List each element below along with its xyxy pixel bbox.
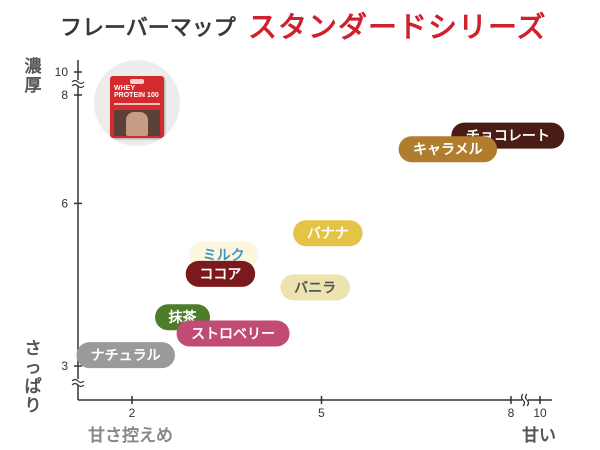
y-axis-top-label: 濃厚 <box>24 57 42 96</box>
flavor-pill-bg <box>398 136 498 163</box>
x-tick-label: 10 <box>533 406 547 420</box>
y-tick-label: 10 <box>55 65 69 79</box>
chart-title: フレーバーマップ <box>60 16 236 41</box>
flavor-pill: バニラ <box>280 274 350 301</box>
x-tick-label: 2 <box>129 406 136 420</box>
flavor-pill-bg <box>76 342 175 369</box>
flavor-pill: ココア <box>185 260 256 287</box>
flavor-pill-bg <box>185 260 256 287</box>
bag-photo <box>114 110 160 136</box>
flavor-pill: バナナ <box>293 220 363 247</box>
x-tick-label: 5 <box>318 406 325 420</box>
y-axis-break-icon <box>71 79 85 89</box>
flavor-pill: ストロベリー <box>176 320 290 347</box>
flavor-pill-bg <box>176 320 290 347</box>
bag-brand-text: WHEY PROTEIN 100 <box>114 85 159 99</box>
y-axis-break-icon <box>71 378 85 388</box>
x-tick-label: 8 <box>508 406 515 420</box>
protein-bag-icon: WHEY PROTEIN 100 <box>110 76 164 138</box>
series-title: スタンダードシリーズ <box>248 10 547 44</box>
axes-layer: 3 6 8 10 2 5 8 10 <box>55 60 552 420</box>
product-image: WHEY PROTEIN 100 <box>94 60 180 146</box>
y-tick-label: 6 <box>61 196 68 210</box>
flavor-pill-bg <box>280 274 350 301</box>
flavor-pill-label: ココア <box>199 267 241 283</box>
bag-brand-line1: WHEY <box>114 85 135 92</box>
flavor-pill-label: キャラメル <box>413 142 483 158</box>
flavor-pill-label: バナナ <box>307 226 349 242</box>
bag-brand-line2: PROTEIN 100 <box>114 92 159 99</box>
brand-logo-icon <box>130 79 144 84</box>
flavor-pill-label: バニラ <box>294 280 336 296</box>
flavor-pill: キャラメル <box>398 136 498 163</box>
flavor-pill-label: ミルク <box>203 248 245 264</box>
flavor-pill: ナチュラル <box>76 342 175 369</box>
torso-icon <box>126 112 148 136</box>
x-axis-left-label: 甘さ控えめ <box>88 426 173 446</box>
flavor-pill-label: ナチュラル <box>91 348 161 364</box>
y-tick-label: 3 <box>61 359 68 373</box>
x-axis-break-icon <box>520 393 530 407</box>
flavor-pill-bg <box>293 220 363 247</box>
x-axis-right-label: 甘い <box>522 426 556 446</box>
bag-stripe <box>114 103 160 105</box>
y-tick-label: 8 <box>61 88 68 102</box>
flavor-pill-label: ストロベリー <box>191 326 275 342</box>
y-axis-bottom-label: さっぱり <box>24 339 42 416</box>
